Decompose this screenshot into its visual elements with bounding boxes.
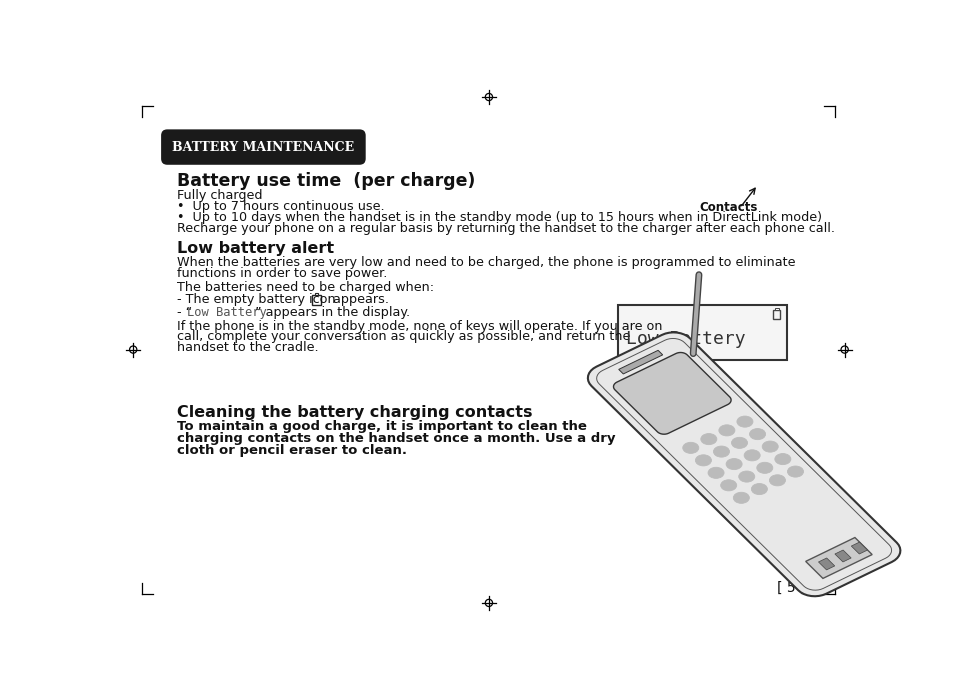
Circle shape <box>720 480 736 491</box>
Circle shape <box>786 466 802 477</box>
Text: Recharge your phone on a regular basis by returning the handset to the charger a: Recharge your phone on a regular basis b… <box>177 222 835 235</box>
Polygon shape <box>850 542 866 554</box>
Text: ” appears in the display.: ” appears in the display. <box>254 306 410 319</box>
Text: •  Up to 7 hours continuous use.: • Up to 7 hours continuous use. <box>177 200 385 213</box>
Bar <box>774 308 778 310</box>
Text: BATTERY MAINTENANCE: BATTERY MAINTENANCE <box>172 141 355 154</box>
Circle shape <box>749 428 765 439</box>
Circle shape <box>725 459 741 470</box>
Polygon shape <box>834 550 850 562</box>
Circle shape <box>756 462 772 473</box>
Text: charging contacts on the handset once a month. Use a dry: charging contacts on the handset once a … <box>177 432 616 445</box>
Circle shape <box>695 455 711 466</box>
Text: - The empty battery icon: - The empty battery icon <box>177 293 339 306</box>
Text: [ 5 ]: [ 5 ] <box>776 581 804 595</box>
Bar <box>312 295 320 305</box>
Circle shape <box>774 453 790 464</box>
Circle shape <box>761 441 778 452</box>
Text: - “: - “ <box>177 306 193 319</box>
Circle shape <box>713 446 729 457</box>
Text: Low battery alert: Low battery alert <box>177 241 335 256</box>
Text: Low Battery: Low Battery <box>625 330 745 348</box>
Text: appears.: appears. <box>324 293 388 306</box>
Bar <box>314 292 318 295</box>
Text: handset to the cradle.: handset to the cradle. <box>177 341 318 354</box>
Circle shape <box>769 475 784 486</box>
Circle shape <box>700 434 716 445</box>
Text: Contacts: Contacts <box>699 202 758 214</box>
Polygon shape <box>805 538 871 579</box>
Circle shape <box>736 416 752 427</box>
Text: Low Battery: Low Battery <box>187 306 266 319</box>
Text: cloth or pencil eraser to clean.: cloth or pencil eraser to clean. <box>177 444 407 457</box>
Polygon shape <box>618 351 662 374</box>
Text: To maintain a good charge, it is important to clean the: To maintain a good charge, it is importa… <box>177 421 587 433</box>
Polygon shape <box>818 558 834 570</box>
Polygon shape <box>596 338 891 590</box>
Text: If the phone is in the standby mode, none of keys will operate. If you are on: If the phone is in the standby mode, non… <box>177 319 662 333</box>
Text: Fully charged: Fully charged <box>177 188 263 202</box>
Text: Cleaning the battery charging contacts: Cleaning the battery charging contacts <box>177 405 533 420</box>
Circle shape <box>733 492 748 503</box>
Text: Battery use time  (per charge): Battery use time (per charge) <box>177 172 476 190</box>
Circle shape <box>731 437 747 448</box>
Circle shape <box>719 425 734 436</box>
Text: call, complete your conversation as quickly as possible, and return the: call, complete your conversation as quic… <box>177 331 630 343</box>
Circle shape <box>751 484 766 495</box>
Circle shape <box>707 467 723 478</box>
Bar <box>773 310 780 319</box>
Circle shape <box>738 471 754 482</box>
Bar <box>618 305 786 360</box>
Polygon shape <box>587 333 900 596</box>
Polygon shape <box>613 353 730 435</box>
FancyBboxPatch shape <box>161 130 365 165</box>
Text: functions in order to save power.: functions in order to save power. <box>177 267 387 280</box>
Circle shape <box>743 450 760 461</box>
Text: When the batteries are very low and need to be charged, the phone is programmed : When the batteries are very low and need… <box>177 256 795 270</box>
Text: The batteries need to be charged when:: The batteries need to be charged when: <box>177 281 434 294</box>
Text: •  Up to 10 days when the handset is in the standby mode (up to 15 hours when in: • Up to 10 days when the handset is in t… <box>177 211 821 224</box>
Circle shape <box>682 442 698 453</box>
